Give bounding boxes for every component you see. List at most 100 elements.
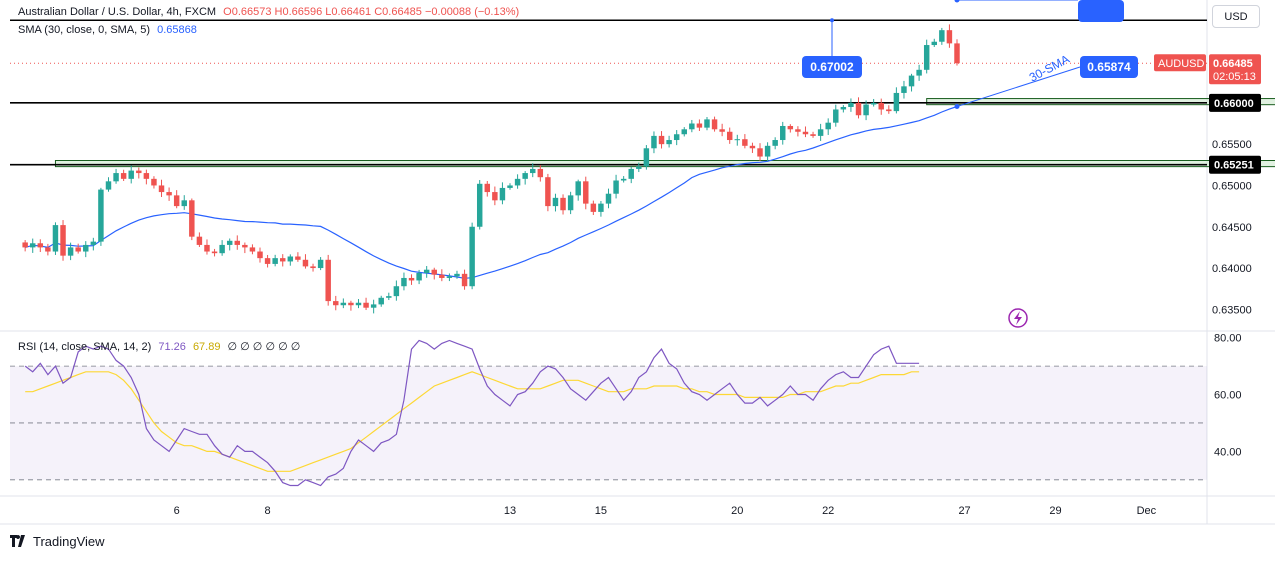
candle[interactable] xyxy=(151,176,157,189)
candle[interactable] xyxy=(136,167,142,179)
candle[interactable] xyxy=(340,298,347,309)
candle[interactable] xyxy=(113,168,119,184)
candle[interactable] xyxy=(787,124,794,133)
candle[interactable] xyxy=(590,200,597,215)
sr-zone-0[interactable] xyxy=(54,160,1275,168)
candle[interactable] xyxy=(742,134,748,149)
candle[interactable] xyxy=(355,299,362,309)
candle[interactable] xyxy=(726,127,733,144)
candle[interactable] xyxy=(242,242,248,254)
candle[interactable] xyxy=(492,186,498,206)
candle[interactable] xyxy=(825,118,831,135)
candle[interactable] xyxy=(348,300,354,311)
candle[interactable] xyxy=(378,295,384,307)
candle[interactable] xyxy=(189,198,195,241)
candle[interactable] xyxy=(757,143,763,161)
candle[interactable] xyxy=(772,137,778,150)
candle[interactable] xyxy=(870,98,877,107)
candle[interactable] xyxy=(37,239,44,253)
candle[interactable] xyxy=(317,257,324,271)
candle[interactable] xyxy=(476,180,483,230)
candle[interactable] xyxy=(810,131,816,138)
candle[interactable] xyxy=(204,239,210,255)
candle[interactable] xyxy=(598,201,604,217)
candle[interactable] xyxy=(795,126,801,137)
candle[interactable] xyxy=(855,97,862,119)
candle[interactable] xyxy=(105,177,112,192)
candle[interactable] xyxy=(749,142,756,153)
candle[interactable] xyxy=(302,254,309,269)
candle[interactable] xyxy=(98,187,104,246)
candle[interactable] xyxy=(60,220,66,261)
candle[interactable] xyxy=(886,105,892,114)
candle[interactable] xyxy=(552,193,559,212)
candle[interactable] xyxy=(499,182,506,205)
sma-30-line[interactable] xyxy=(25,105,958,279)
candle[interactable] xyxy=(848,98,854,112)
candle[interactable] xyxy=(363,297,369,311)
candle[interactable] xyxy=(211,248,218,257)
candle[interactable] xyxy=(696,119,703,132)
candle[interactable] xyxy=(386,292,392,301)
candle[interactable] xyxy=(673,130,680,146)
candle[interactable] xyxy=(469,222,475,290)
candle[interactable] xyxy=(719,123,725,137)
candle[interactable] xyxy=(567,191,574,215)
candle[interactable] xyxy=(287,254,294,266)
candle[interactable] xyxy=(166,187,172,201)
candle[interactable] xyxy=(454,270,460,279)
candle[interactable] xyxy=(67,242,74,261)
candle[interactable] xyxy=(484,180,491,197)
candle[interactable] xyxy=(901,80,907,99)
candle[interactable] xyxy=(295,252,301,262)
candle[interactable] xyxy=(916,64,922,81)
target-callout-box[interactable] xyxy=(801,56,862,78)
candle[interactable] xyxy=(173,190,180,209)
candle[interactable] xyxy=(264,254,271,268)
candle[interactable] xyxy=(120,169,127,181)
candle[interactable] xyxy=(711,116,718,132)
candle[interactable] xyxy=(613,174,619,199)
candle[interactable] xyxy=(658,131,665,149)
candle[interactable] xyxy=(196,232,203,247)
candle[interactable] xyxy=(764,142,771,162)
candle[interactable] xyxy=(704,117,710,131)
candle[interactable] xyxy=(931,38,937,47)
candle[interactable] xyxy=(522,171,528,185)
candle[interactable] xyxy=(780,121,786,145)
candle[interactable] xyxy=(954,39,960,66)
candle[interactable] xyxy=(75,243,81,254)
candle[interactable] xyxy=(83,241,89,258)
candle[interactable] xyxy=(863,100,869,121)
rsi-callout-box[interactable] xyxy=(1078,0,1124,22)
candle[interactable] xyxy=(636,162,642,173)
candle[interactable] xyxy=(416,269,422,285)
candle[interactable] xyxy=(620,176,627,183)
tradingview-logo[interactable]: TradingView xyxy=(10,532,105,550)
candle[interactable] xyxy=(431,267,437,280)
candle[interactable] xyxy=(461,269,468,290)
candle[interactable] xyxy=(923,39,930,74)
candle[interactable] xyxy=(280,254,286,267)
candle[interactable] xyxy=(833,104,839,127)
candle[interactable] xyxy=(333,295,339,311)
candle[interactable] xyxy=(908,73,915,92)
candle[interactable] xyxy=(158,179,165,197)
candle[interactable] xyxy=(234,235,241,250)
candle[interactable] xyxy=(401,272,407,291)
candle[interactable] xyxy=(30,238,36,253)
candle[interactable] xyxy=(583,176,589,210)
candle[interactable] xyxy=(22,240,28,252)
candle[interactable] xyxy=(878,98,884,115)
candle[interactable] xyxy=(90,237,97,251)
candle[interactable] xyxy=(128,165,134,184)
sma-callout-box[interactable] xyxy=(1080,56,1138,78)
candle[interactable] xyxy=(249,244,256,255)
candle[interactable] xyxy=(530,163,536,178)
candle[interactable] xyxy=(226,238,233,251)
candle[interactable] xyxy=(219,240,225,256)
candle[interactable] xyxy=(651,131,657,154)
candle[interactable] xyxy=(893,87,900,114)
candle[interactable] xyxy=(560,194,566,215)
